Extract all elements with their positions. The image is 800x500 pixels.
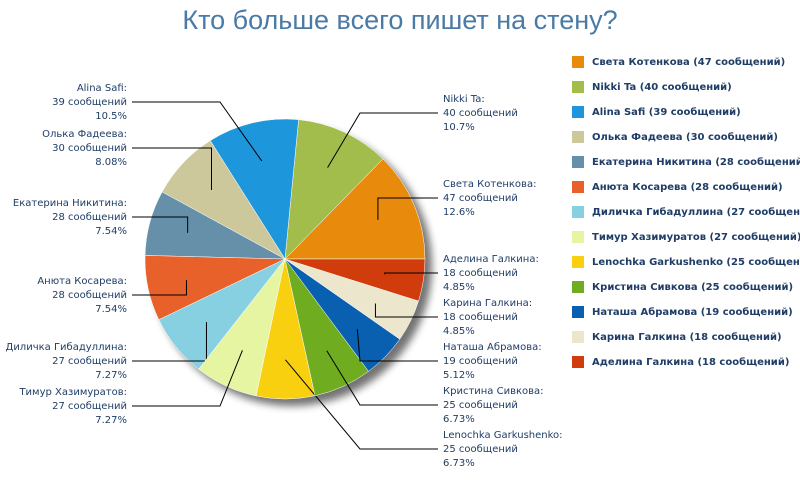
slice-percent-label: 6.73% [443, 458, 475, 469]
legend-text: Света Котенкова (47 сообщений) [592, 56, 785, 68]
slice-percent-label: 7.54% [95, 226, 127, 237]
legend-swatch [572, 356, 584, 368]
slice-label: Диличка Гибадуллина: [6, 342, 128, 353]
slice-percent-label: 6.73% [443, 414, 475, 425]
slice-label: Олька Фадеева: [42, 129, 127, 140]
slice-label: Тимур Хазимуратов: [18, 387, 127, 398]
slice-label: Екатерина Никитина: [13, 198, 127, 209]
slice-label: Lenochka Garkushenko: [443, 430, 563, 441]
leader-line [132, 147, 212, 191]
legend-text: Тимур Хазимуратов (27 сообщений) [592, 231, 800, 243]
legend-swatch [572, 131, 584, 143]
leader-line [132, 101, 263, 162]
legend-swatch [572, 81, 584, 93]
leader-line [327, 112, 438, 168]
slice-percent-label: 7.27% [95, 370, 127, 381]
slice-value-label: 27 сообщений [52, 401, 127, 412]
slice-label: Карина Галкина: [443, 298, 532, 309]
slice-value-label: 18 сообщений [443, 312, 518, 323]
slice-value-label: 18 сообщений [443, 268, 518, 279]
legend-text: Nikki Ta (40 сообщений) [592, 81, 732, 93]
leader-line [377, 197, 438, 220]
slice-label: Аделина Галкина: [443, 254, 539, 265]
leader-line [132, 280, 187, 296]
pie-slice [284, 158, 426, 260]
legend-swatch [572, 206, 584, 218]
leader-line [285, 359, 438, 450]
slice-label: Alina Safi: [77, 83, 127, 94]
slice-percent-label: 10.5% [95, 111, 127, 122]
slice-percent-label: 8.08% [95, 157, 127, 168]
slice-label: Света Котенкова: [443, 179, 536, 190]
legend-swatch [572, 106, 584, 118]
slice-value-label: 28 сообщений [52, 212, 127, 223]
leader-line [132, 350, 243, 407]
slice-percent-label: 7.27% [95, 415, 127, 426]
leader-line [374, 303, 438, 318]
legend-swatch [572, 256, 584, 268]
pie-slice [284, 258, 426, 302]
legend-swatch [572, 281, 584, 293]
legend-swatch [572, 56, 584, 68]
slice-value-label: 19 сообщений [443, 356, 518, 367]
leader-line [384, 272, 438, 275]
slice-value-label: 40 сообщений [443, 108, 518, 119]
leader-line [132, 216, 189, 233]
leader-line [356, 329, 438, 362]
slice-value-label: 27 сообщений [52, 356, 127, 367]
slice-label: Наташа Абрамова: [443, 342, 542, 353]
slice-percent-label: 4.85% [443, 282, 475, 293]
legend-text: Екатерина Никитина (28 сообщений) [592, 156, 800, 168]
legend-swatch [572, 331, 584, 343]
legend-text: Аделина Галкина (18 сообщений) [592, 356, 789, 368]
legend-text: Олька Фадеева (30 сообщений) [592, 131, 778, 143]
slice-value-label: 47 сообщений [443, 193, 518, 204]
legend-text: Анюта Косарева (28 сообщений) [592, 181, 783, 193]
chart-title: Кто больше всего пишет на стену? [182, 5, 617, 35]
legend-swatch [572, 181, 584, 193]
slice-percent-label: 7.54% [95, 304, 127, 315]
slice-value-label: 39 сообщений [52, 97, 127, 108]
slice-value-label: 25 сообщений [443, 444, 518, 455]
legend-text: Наташа Абрамова (19 сообщений) [592, 306, 793, 318]
legend-text: Карина Галкина (18 сообщений) [592, 331, 782, 343]
slice-label: Кристина Сивкова: [443, 386, 544, 397]
legend-swatch [572, 156, 584, 168]
slice-label: Анюта Косарева: [37, 276, 127, 287]
legend-text: Диличка Гибадуллина (27 сообщений) [592, 206, 800, 218]
slice-value-label: 30 сообщений [52, 143, 127, 154]
slice-percent-label: 10.7% [443, 122, 475, 133]
legend-swatch [572, 231, 584, 243]
slice-percent-label: 5.12% [443, 370, 475, 381]
legend-text: Alina Safi (39 сообщений) [592, 106, 741, 118]
legend-swatch [572, 306, 584, 318]
legend-text: Lenochka Garkushenko (25 сообщений) [592, 256, 800, 268]
slice-label: Nikki Ta: [443, 94, 485, 105]
pie-slice [284, 119, 384, 260]
slice-percent-label: 4.85% [443, 326, 475, 337]
slice-value-label: 25 сообщений [443, 400, 518, 411]
slice-percent-label: 12.6% [443, 207, 475, 218]
legend-text: Кристина Сивкова (25 сообщений) [592, 281, 793, 293]
leader-line [326, 350, 438, 406]
pie-slice [209, 118, 299, 260]
slice-value-label: 28 сообщений [52, 290, 127, 301]
